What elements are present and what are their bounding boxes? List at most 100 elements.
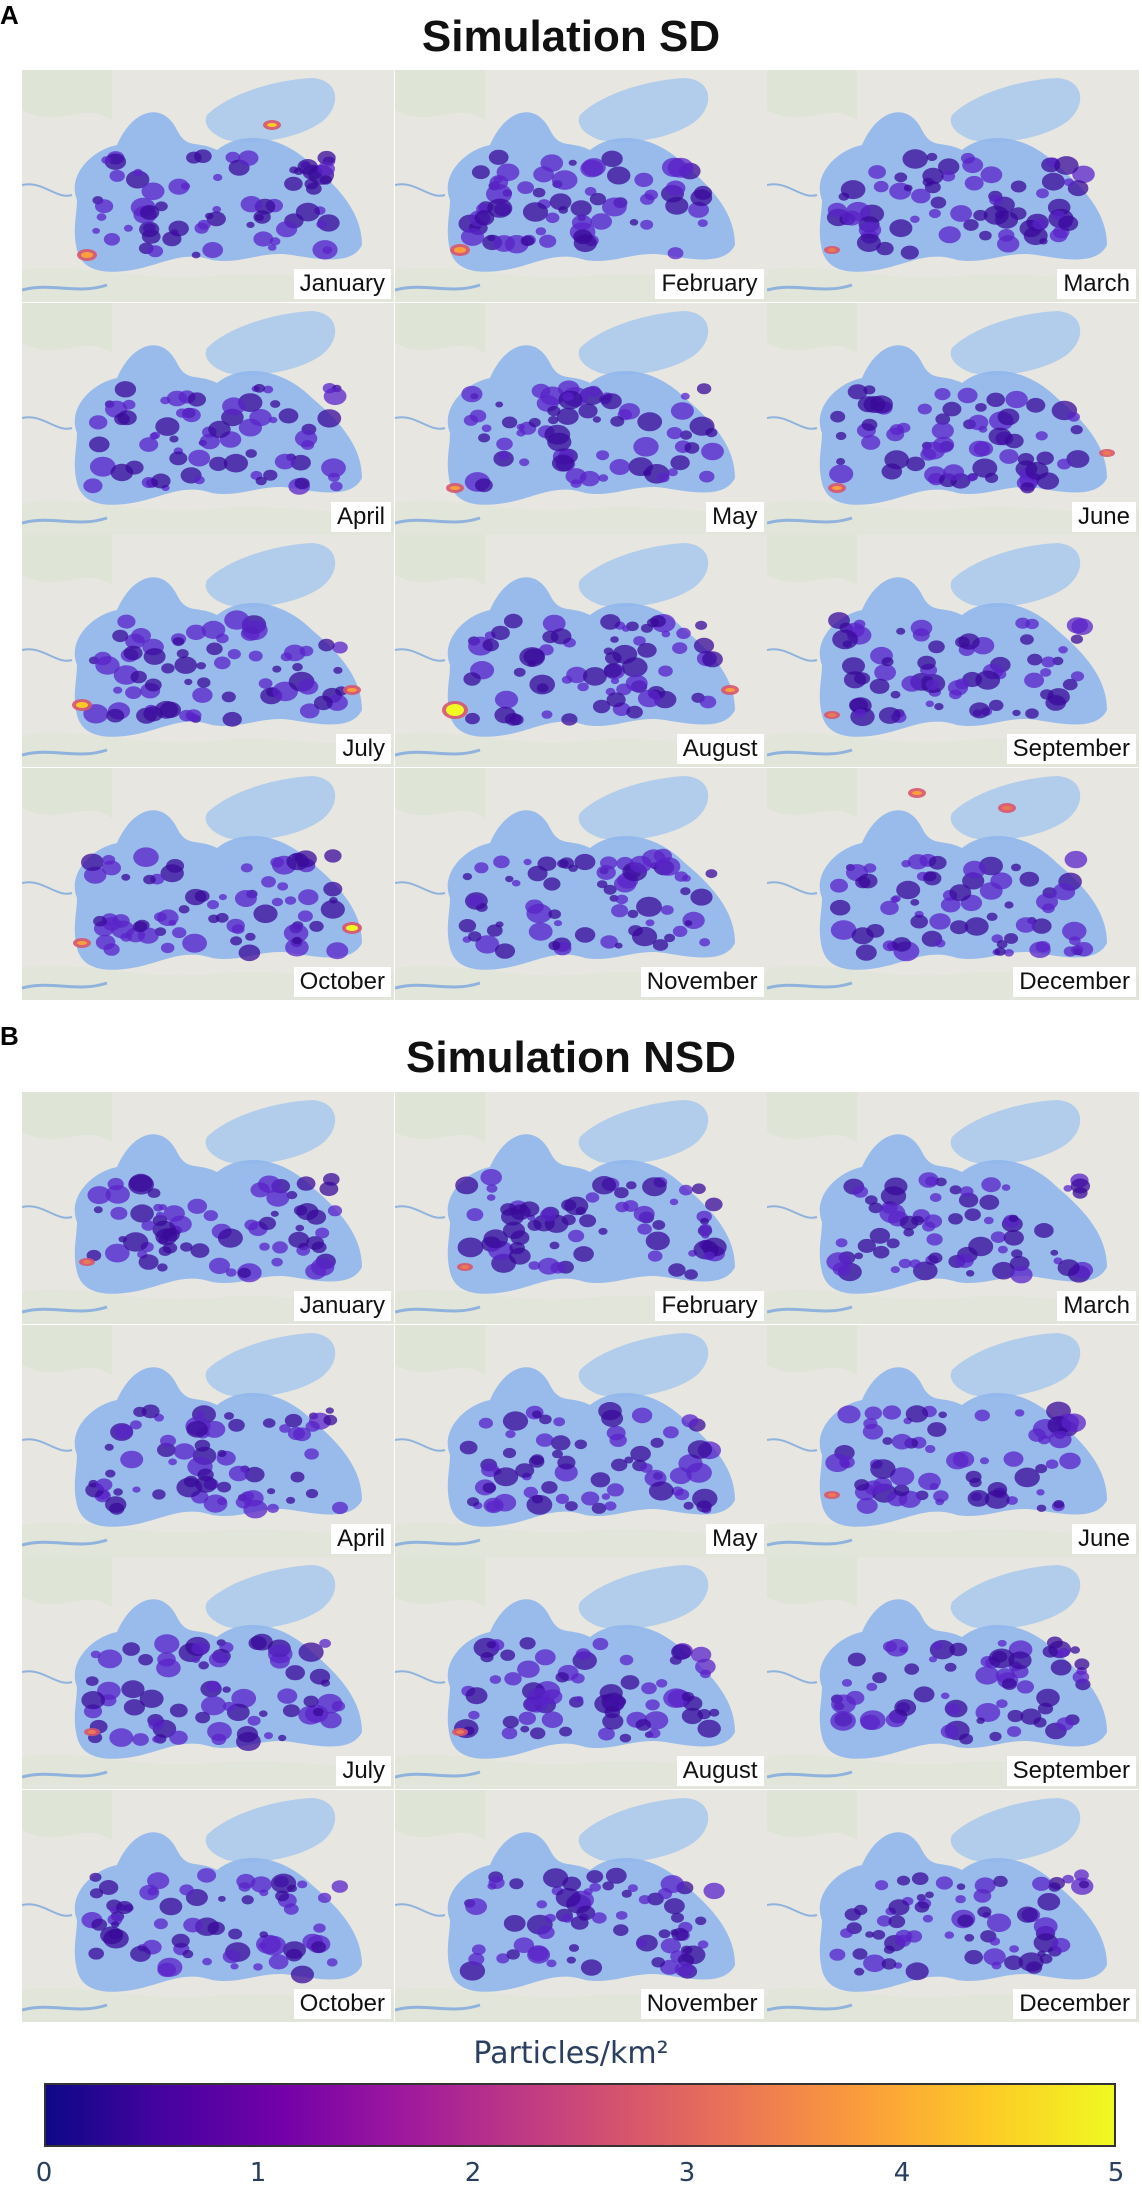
particle-blob — [132, 920, 148, 932]
particle-blob — [1004, 1954, 1024, 1970]
particle-blob — [238, 944, 261, 961]
particle-blob — [222, 1949, 241, 1963]
particle-blob — [835, 431, 847, 440]
particle-blob — [629, 1445, 651, 1462]
river-line — [767, 183, 818, 197]
particle-blob — [597, 1727, 615, 1741]
river-line — [394, 1902, 445, 1917]
panel-a-map-grid: January February March April May June July Augu… — [22, 70, 1139, 1000]
particle-blob — [246, 221, 255, 228]
particle-blob — [698, 937, 710, 946]
particle-blob — [700, 1232, 709, 1239]
particle-blob — [1011, 1249, 1023, 1259]
particle-blob — [635, 1719, 651, 1731]
particle-blob — [674, 1961, 694, 1977]
hotspot — [267, 123, 277, 127]
particle-blob — [601, 1880, 614, 1890]
particle-blob — [284, 176, 303, 191]
river-line — [767, 1538, 853, 1546]
particle-blob — [245, 932, 256, 941]
particle-blob — [149, 432, 159, 440]
particle-blob — [854, 1967, 865, 1976]
particle-blob — [542, 1689, 562, 1705]
land-region — [394, 302, 485, 353]
black-sea-density-map — [394, 1557, 767, 1789]
particle-blob — [94, 651, 112, 666]
map-cell-june: June — [767, 302, 1139, 535]
river-line — [22, 648, 73, 662]
sea-of-azov — [578, 78, 708, 142]
particle-blob — [910, 619, 933, 637]
hotspot — [828, 248, 836, 252]
month-label: March — [1057, 269, 1136, 299]
particle-blob — [556, 858, 569, 868]
particle-blob — [964, 1208, 981, 1221]
sea-of-azov — [578, 1797, 708, 1862]
particle-blob — [948, 1213, 963, 1225]
particle-blob — [625, 705, 643, 719]
particle-blob — [524, 899, 544, 914]
particle-blob — [292, 663, 303, 672]
particle-blob — [708, 1708, 719, 1717]
particle-blob — [194, 475, 205, 484]
particle-blob — [148, 1718, 164, 1731]
particle-blob — [105, 1469, 116, 1478]
particle-blob — [865, 1930, 874, 1938]
particle-blob — [502, 1447, 516, 1458]
particle-blob — [155, 416, 180, 436]
particle-blob — [157, 908, 179, 926]
river-line — [767, 648, 818, 662]
particle-blob — [941, 170, 956, 182]
particle-blob — [986, 912, 998, 921]
particle-blob — [1001, 1678, 1017, 1690]
particle-blob — [567, 864, 578, 872]
particle-blob — [910, 215, 920, 223]
particle-blob — [604, 1500, 616, 1511]
particle-blob — [669, 1198, 678, 1206]
particle-blob — [329, 896, 338, 904]
particle-blob — [840, 1927, 853, 1938]
particle-blob — [110, 463, 134, 481]
particle-blob — [467, 1710, 480, 1720]
particle-blob — [259, 1242, 270, 1251]
land-region — [767, 500, 1139, 535]
particle-blob — [180, 1242, 193, 1252]
month-label: May — [706, 501, 764, 532]
land-region — [394, 1324, 485, 1375]
particle-blob — [458, 918, 476, 932]
sea-of-azov — [205, 543, 336, 607]
particle-blob — [1016, 1680, 1034, 1694]
month-label: September — [1006, 1756, 1136, 1786]
particle-blob — [158, 1236, 169, 1244]
particle-blob — [540, 154, 563, 172]
particle-blob — [996, 939, 1008, 948]
particle-blob — [955, 1894, 966, 1903]
particle-blob — [528, 674, 555, 695]
particle-blob — [531, 383, 550, 398]
particle-blob — [861, 434, 881, 450]
land-region — [22, 1522, 394, 1557]
particle-blob — [84, 866, 107, 884]
river-line — [394, 516, 480, 524]
particle-blob — [156, 1211, 165, 1219]
particle-blob — [1004, 932, 1019, 944]
particle-blob — [481, 424, 491, 432]
hotspot — [460, 1265, 469, 1269]
particle-blob — [545, 212, 559, 224]
particle-blob — [651, 1220, 665, 1230]
particle-blob — [110, 1206, 128, 1220]
particle-blob — [516, 1660, 540, 1678]
land-region — [22, 1754, 394, 1789]
river-line — [22, 183, 73, 197]
particle-blob — [1070, 944, 1084, 954]
month-label: October — [293, 966, 391, 997]
river-line — [767, 1437, 818, 1452]
particle-blob — [139, 1689, 164, 1708]
particle-blob — [283, 1902, 299, 1915]
particle-blob — [653, 848, 672, 863]
particle-blob — [522, 202, 548, 222]
particle-blob — [827, 202, 847, 218]
particle-blob — [117, 614, 136, 629]
map-cell-may: May — [394, 302, 767, 535]
particle-blob — [292, 936, 302, 944]
